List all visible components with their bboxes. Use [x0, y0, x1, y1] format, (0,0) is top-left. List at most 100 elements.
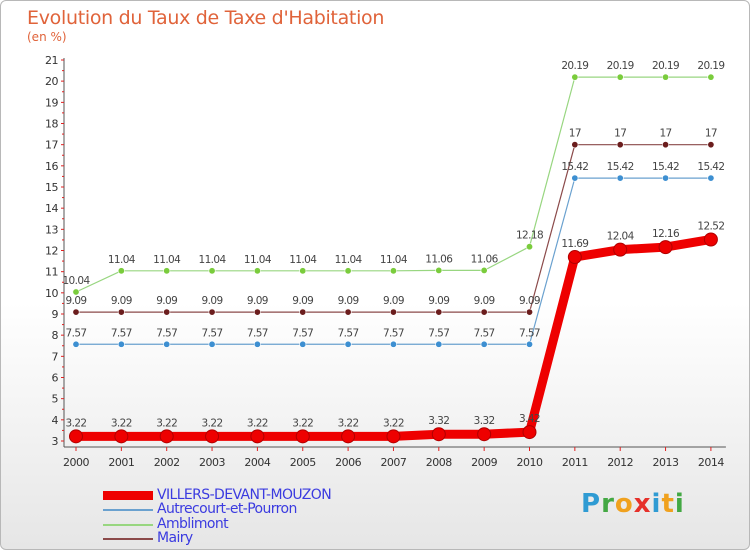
data-label: 3.22 — [383, 417, 404, 429]
x-tick-label: 2012 — [607, 456, 633, 469]
data-point — [571, 141, 579, 149]
data-point — [205, 429, 220, 444]
data-point — [389, 340, 397, 348]
data-label: 15.42 — [607, 161, 634, 173]
data-point — [299, 308, 307, 316]
data-point — [159, 429, 174, 444]
legend-item: Amblimont — [103, 517, 229, 532]
data-point — [435, 308, 443, 316]
data-point — [389, 308, 397, 316]
data-label: 9.09 — [338, 295, 359, 307]
y-tick-label: 15 — [45, 181, 58, 194]
data-point — [72, 340, 80, 348]
data-point — [344, 267, 352, 275]
data-point — [344, 340, 352, 348]
y-tick-label: 5 — [52, 393, 59, 406]
data-point — [117, 340, 125, 348]
data-point — [208, 340, 216, 348]
legend-label: Mairy — [157, 530, 193, 546]
legend-item: VILLERS-DEVANT-MOUZON — [103, 488, 332, 503]
data-point — [117, 267, 125, 275]
data-label: 17 — [614, 128, 626, 140]
data-label: 15.42 — [697, 161, 724, 173]
data-point — [386, 429, 401, 444]
data-label: 9.09 — [156, 295, 177, 307]
data-label: 3.22 — [247, 417, 268, 429]
data-label: 9.09 — [519, 295, 540, 307]
data-point — [525, 340, 533, 348]
x-tick-label: 2009 — [471, 456, 497, 469]
data-point — [69, 429, 83, 444]
y-tick-label: 8 — [52, 329, 59, 342]
x-tick-label: 2002 — [154, 456, 180, 469]
data-point — [616, 73, 624, 81]
y-tick-label: 18 — [45, 118, 58, 131]
data-point — [344, 308, 352, 316]
data-point — [299, 267, 307, 275]
data-label: 12.18 — [516, 230, 543, 242]
data-point — [658, 240, 673, 255]
data-point — [341, 429, 356, 444]
y-tick-label: 6 — [52, 372, 59, 385]
data-label: 7.57 — [66, 327, 87, 339]
data-label: 3.32 — [474, 415, 495, 427]
data-point — [662, 141, 670, 149]
data-point — [616, 174, 624, 182]
data-label: 20.19 — [697, 60, 724, 72]
data-point — [707, 73, 715, 81]
data-point — [703, 232, 718, 247]
data-label: 7.57 — [111, 327, 132, 339]
y-tick-label: 21 — [45, 54, 58, 67]
y-tick-label: 17 — [45, 139, 58, 152]
data-point — [616, 141, 624, 149]
data-point — [567, 250, 582, 265]
legend-label: Autrecourt-et-Pourron — [157, 501, 297, 517]
data-point — [299, 340, 307, 348]
data-point — [250, 429, 265, 444]
data-point — [707, 141, 715, 149]
data-label: 7.57 — [519, 327, 540, 339]
data-label: 17 — [569, 128, 581, 140]
data-point — [480, 340, 488, 348]
x-tick-label: 2000 — [63, 456, 89, 469]
data-label: 12.16 — [652, 228, 680, 240]
y-tick-label: 9 — [52, 308, 59, 321]
data-label: 15.42 — [561, 161, 588, 173]
legend-swatch — [103, 508, 153, 511]
x-tick-label: 2006 — [335, 456, 361, 469]
data-label: 7.57 — [247, 327, 268, 339]
y-tick-label: 19 — [45, 96, 58, 109]
chart-title: Evolution du Taux de Taxe d'Habitation — [27, 7, 385, 29]
data-label: 11.04 — [244, 254, 272, 266]
data-label: 3.42 — [519, 413, 540, 425]
data-point — [435, 266, 443, 274]
data-point — [72, 308, 80, 316]
legend-swatch — [103, 491, 153, 500]
x-tick-label: 2014 — [698, 456, 724, 469]
data-point — [295, 429, 310, 444]
data-point — [163, 340, 171, 348]
brand-letter: i — [674, 489, 685, 519]
data-point — [253, 267, 261, 275]
data-label: 3.22 — [338, 417, 359, 429]
y-tick-label: 20 — [45, 75, 58, 88]
data-label: 9.09 — [202, 295, 223, 307]
data-label: 20.19 — [652, 60, 679, 72]
data-label: 7.57 — [474, 327, 495, 339]
data-label: 11.69 — [561, 238, 588, 250]
brand-letter: t — [661, 489, 675, 519]
brand-letter: x — [633, 489, 652, 519]
data-label: 3.22 — [111, 417, 132, 429]
y-tick-label: 3 — [52, 435, 59, 448]
data-label: 11.06 — [471, 253, 499, 265]
data-label: 7.57 — [428, 327, 449, 339]
brand-letter: i — [651, 489, 662, 519]
data-point — [525, 243, 533, 251]
data-point — [477, 427, 492, 442]
data-label: 9.09 — [66, 295, 87, 307]
data-label: 9.09 — [383, 295, 404, 307]
data-label: 17 — [659, 128, 671, 140]
data-label: 3.22 — [156, 417, 177, 429]
legend-swatch — [103, 523, 153, 526]
data-label: 11.04 — [380, 254, 408, 266]
